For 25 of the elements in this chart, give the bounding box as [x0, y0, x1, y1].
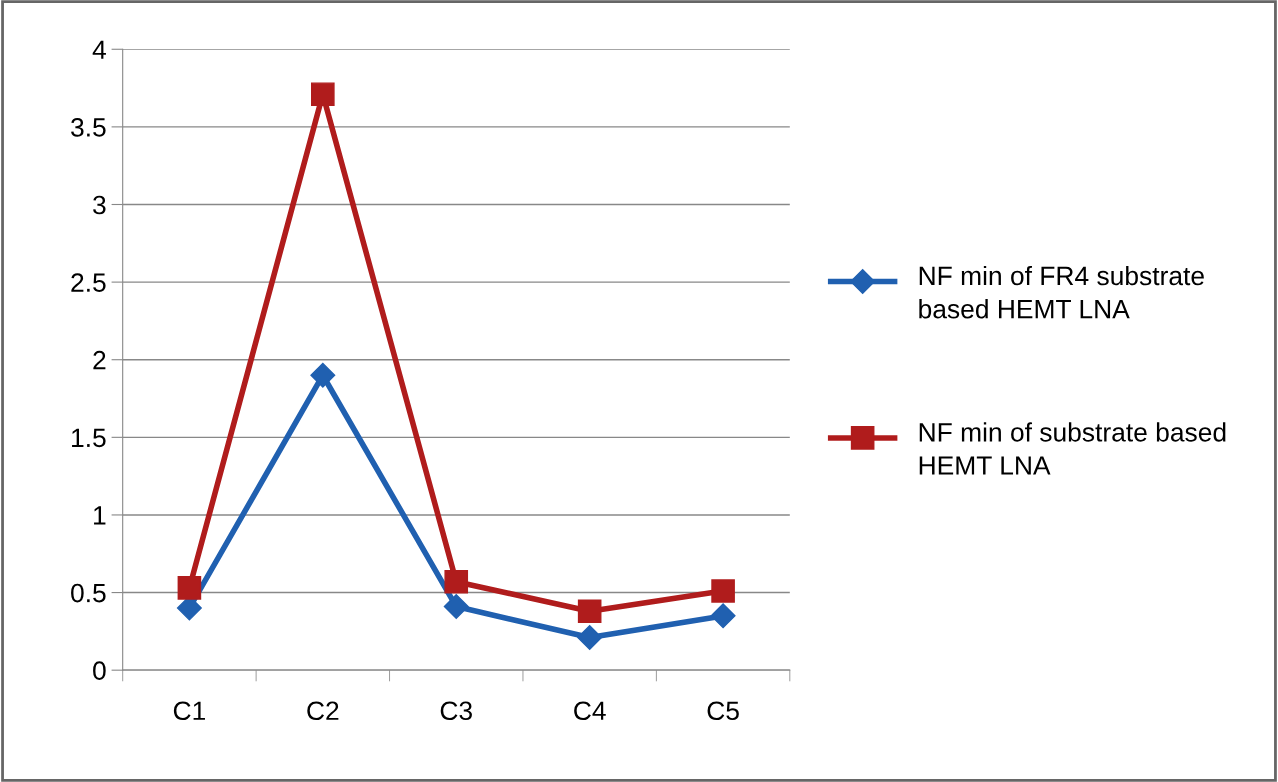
point	[311, 82, 335, 107]
x-tick-label: C5	[707, 701, 739, 721]
point	[443, 594, 469, 620]
legend-label: NF min of substrate based HEMT LNA	[919, 422, 1226, 475]
x-tick-label: C2	[307, 701, 339, 721]
y-tick-label: 2	[93, 350, 106, 370]
legend-label: NF min of FR4 substrate based HEMT LNA	[919, 265, 1204, 319]
point	[711, 579, 735, 603]
point	[310, 362, 336, 388]
x-tick-label: C1	[173, 701, 205, 721]
point	[577, 625, 603, 651]
y-tick-label: 1.5	[72, 428, 106, 448]
x-tick-label: C3	[440, 701, 472, 721]
point	[177, 576, 202, 600]
y-tick-label: 0	[93, 661, 106, 680]
x-tick-label: C4	[574, 701, 606, 721]
point	[710, 603, 736, 629]
y-tick-label: 4	[92, 40, 106, 59]
y-tick-label: 1	[94, 506, 106, 525]
y-tick-label: 3	[93, 195, 106, 215]
y-tick-label: 0.5	[71, 583, 106, 603]
y-tick-label: 2.5	[71, 273, 106, 292]
point	[577, 599, 602, 623]
y-tick-label: 3.5	[71, 118, 106, 137]
point	[444, 569, 469, 594]
